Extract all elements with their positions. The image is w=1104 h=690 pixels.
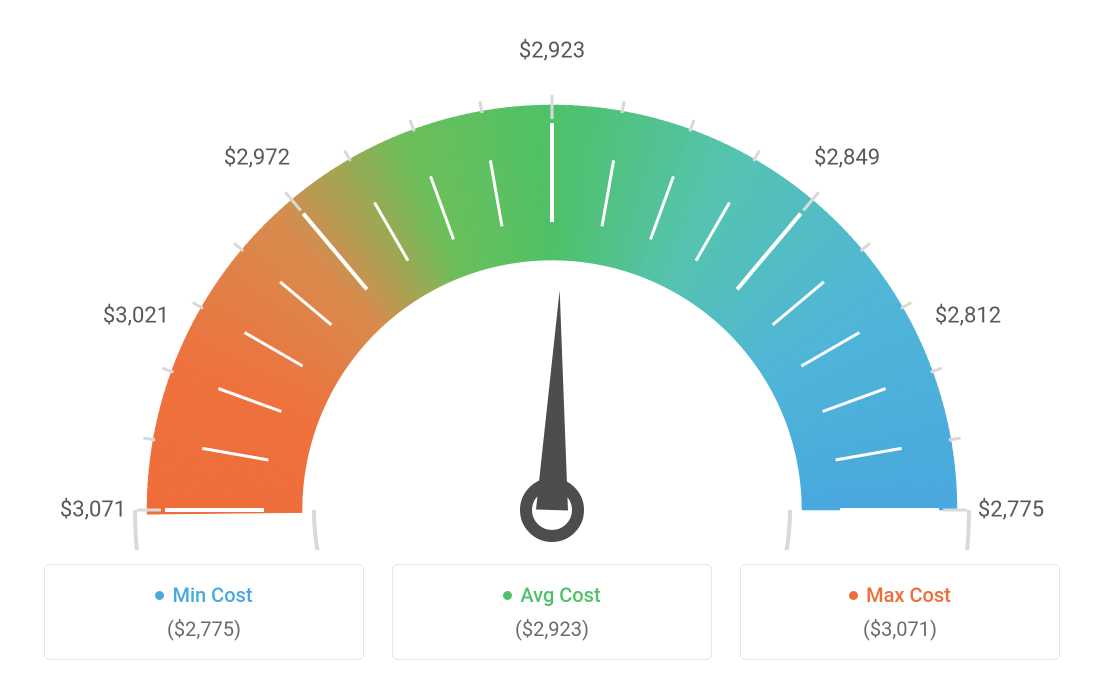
legend-title-max: Max Cost — [849, 583, 951, 607]
legend-value-min: ($2,775) — [55, 617, 353, 641]
dot-icon — [503, 591, 512, 600]
gauge-tick-label: $2,775 — [978, 498, 1044, 523]
legend-card-avg: Avg Cost ($2,923) — [392, 564, 712, 660]
gauge-tick-label: $3,021 — [103, 304, 169, 329]
legend-card-max: Max Cost ($3,071) — [740, 564, 1060, 660]
gauge-tick-label: $3,071 — [60, 498, 126, 523]
gauge-tick-label: $2,923 — [519, 39, 585, 64]
legend-title-min: Min Cost — [155, 583, 252, 607]
legend-title-text: Avg Cost — [520, 583, 600, 607]
gauge-svg — [52, 30, 1052, 550]
legend-value-avg: ($2,923) — [403, 617, 701, 641]
legend-title-avg: Avg Cost — [503, 583, 600, 607]
gauge-tick-label: $2,972 — [224, 146, 290, 171]
legend-card-min: Min Cost ($2,775) — [44, 564, 364, 660]
legend-title-text: Min Cost — [172, 583, 252, 607]
cost-gauge: $2,775 $2,812 $2,849 $2,923 $2,972 $3,021 $3,0… — [52, 30, 1052, 550]
dot-icon — [155, 591, 164, 600]
legend-title-text: Max Cost — [866, 583, 951, 607]
gauge-tick-label: $2,849 — [814, 146, 880, 171]
legend-value-max: ($3,071) — [751, 617, 1049, 641]
legend-row: Min Cost ($2,775) Avg Cost ($2,923) Max … — [44, 564, 1060, 660]
gauge-tick-label: $2,812 — [935, 304, 1001, 329]
dot-icon — [849, 591, 858, 600]
